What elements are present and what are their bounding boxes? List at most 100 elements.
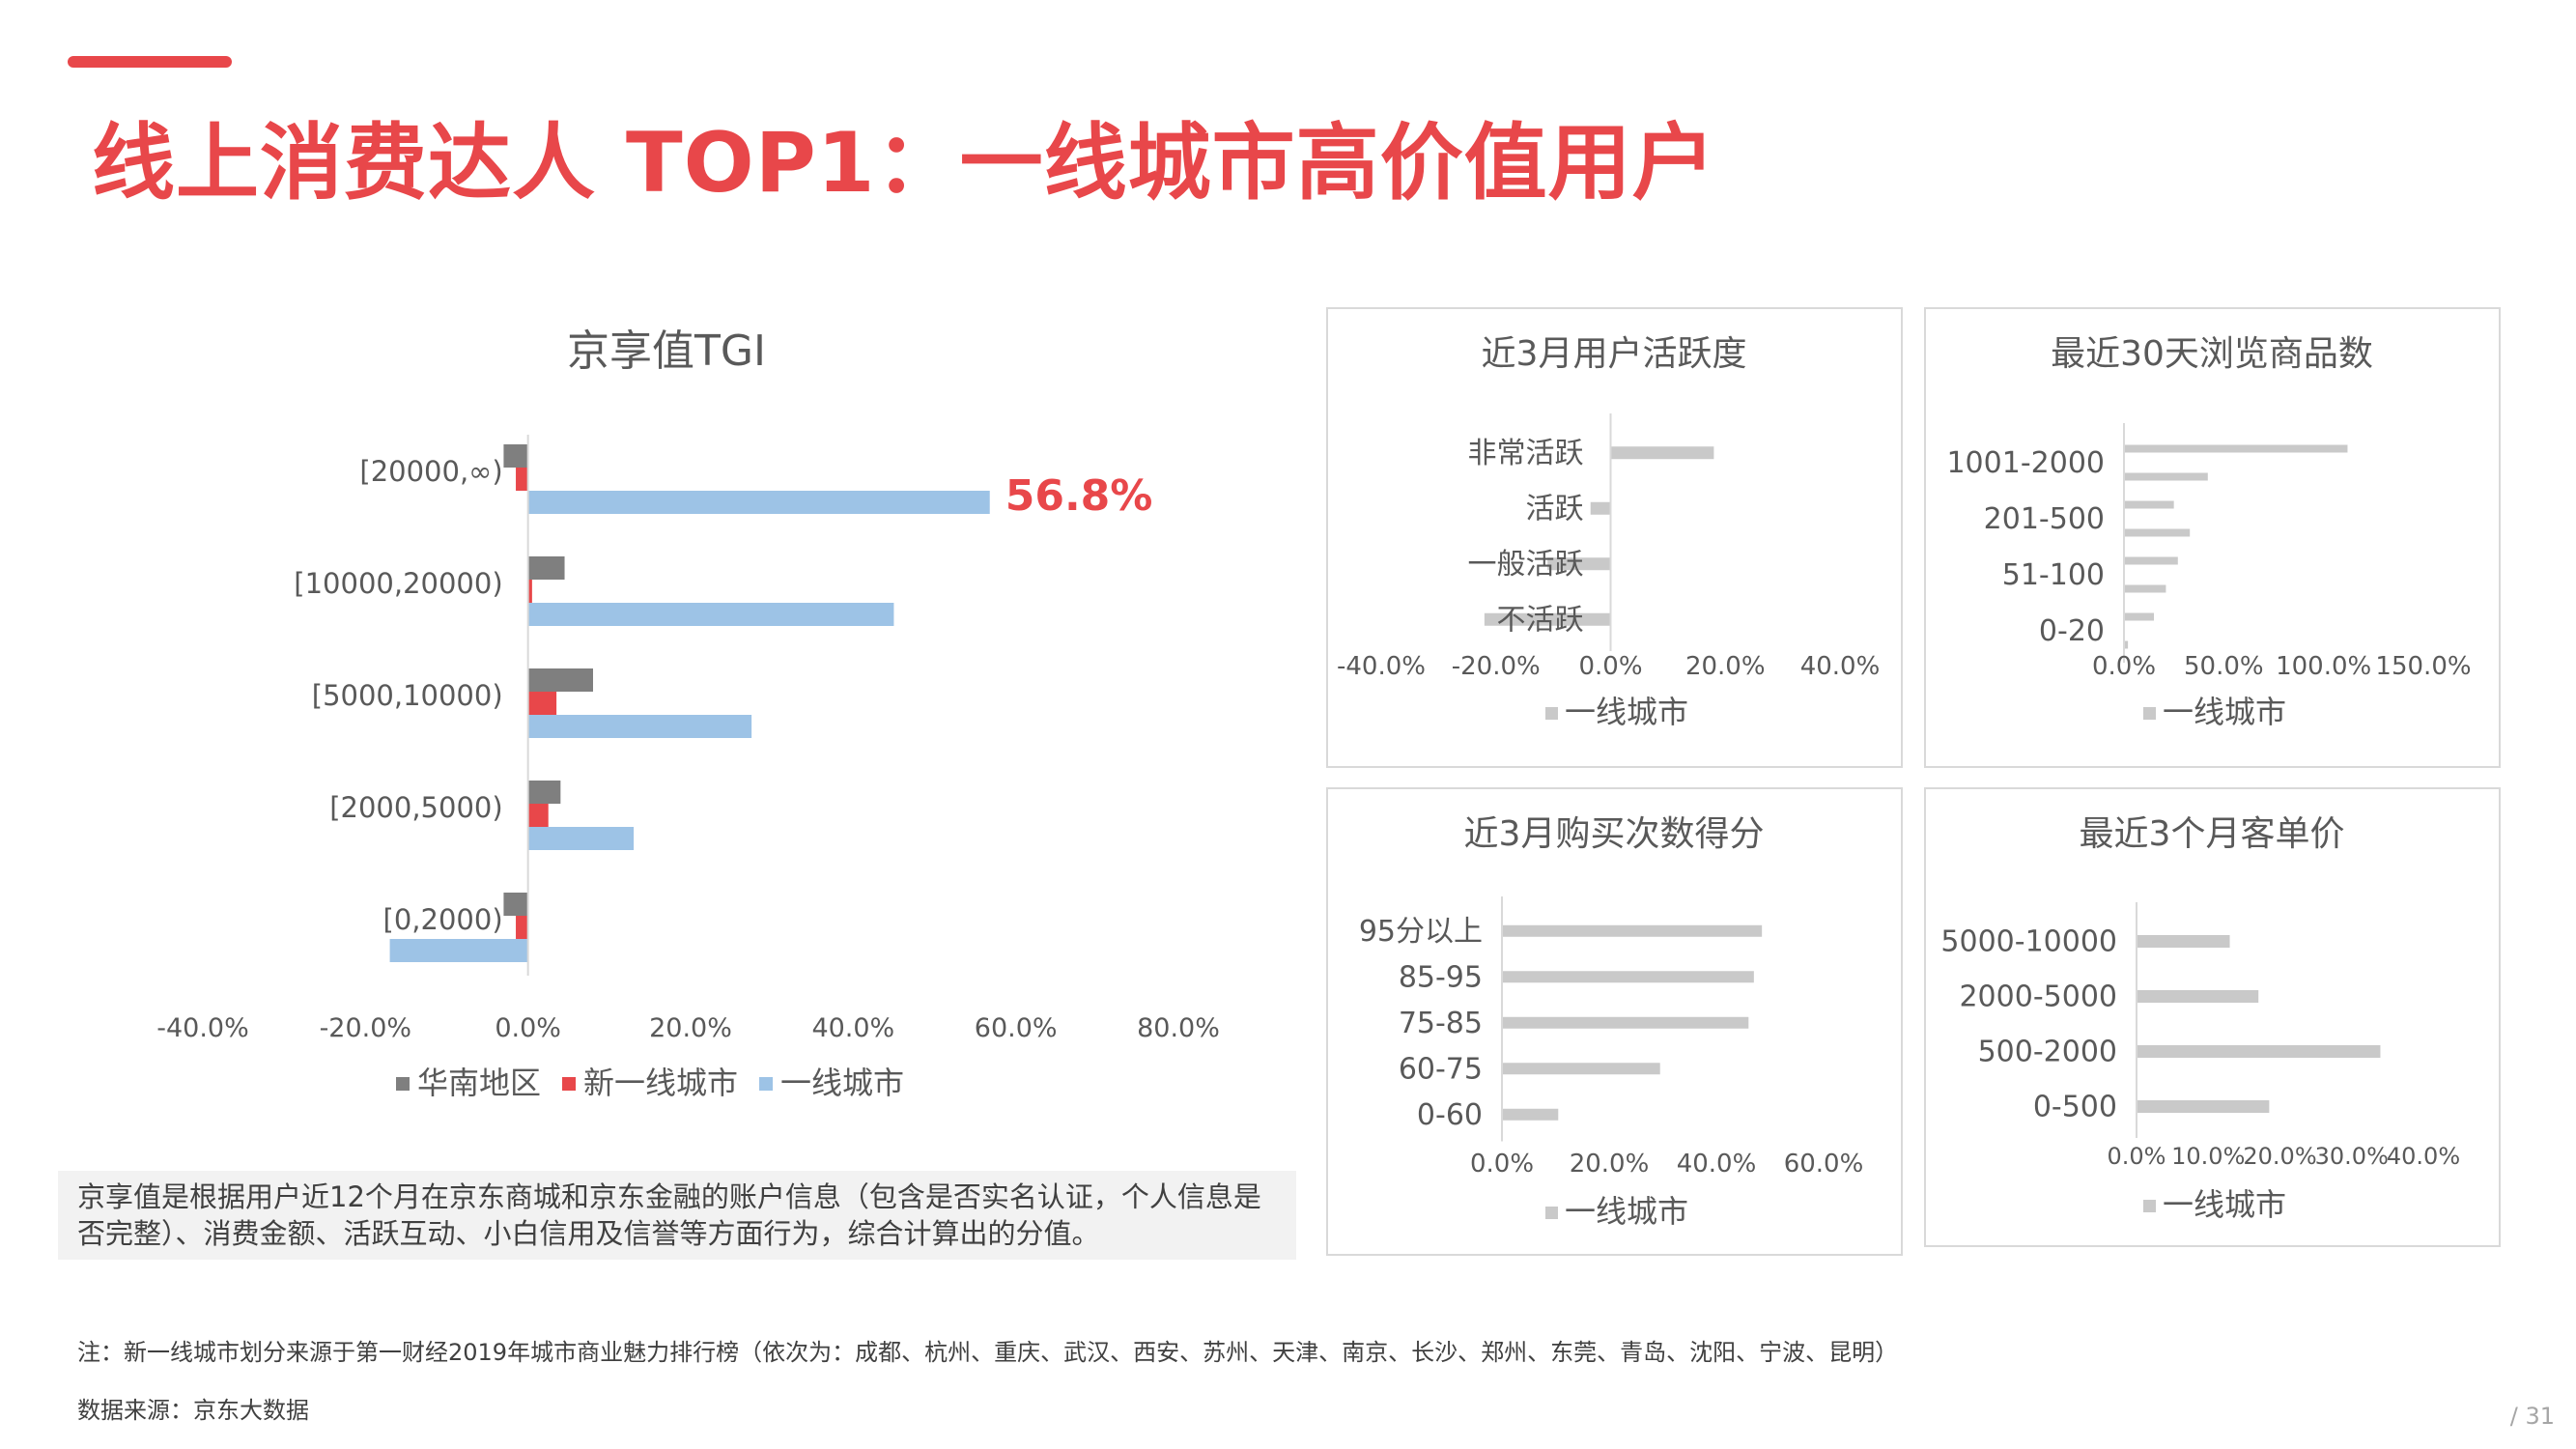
category-label: 51-100 — [2002, 558, 2105, 592]
legend-swatch-0 — [396, 1077, 410, 1091]
small-chart-title: 近3月购买次数得分 — [1464, 814, 1765, 854]
category-label: 85-95 — [1399, 960, 1483, 994]
x-tick-label: 150.0% — [2375, 652, 2471, 681]
bar-2-1 — [527, 603, 894, 626]
page-title: 线上消费达人 TOP1：一线城市高价值用户 — [92, 115, 1716, 212]
bar-0 — [2137, 935, 2230, 948]
x-tick-label: 0.0% — [1578, 652, 1642, 681]
bar-2-0 — [527, 491, 990, 514]
small-chart-order-value: 最近3个月客单价 5000-10000 2000-5000 500-2000 0-500… — [1940, 814, 2460, 1223]
category-label: 1001-2000 — [1946, 446, 2105, 480]
bar-0 — [1502, 924, 1763, 937]
category-label: 201-500 — [1984, 502, 2105, 536]
x-tick-label: 20.0% — [1685, 652, 1766, 681]
small-chart-title: 最近3个月客单价 — [2080, 814, 2345, 854]
main-chart-title: 京享值TGI — [567, 327, 766, 376]
x-tick-label: 0.0% — [1470, 1150, 1534, 1179]
legend-label: 一线城市 — [2163, 1186, 2286, 1223]
legend-swatch — [1545, 1207, 1558, 1219]
bar-3 — [1502, 1063, 1660, 1075]
legend-label-1: 新一线城市 — [583, 1065, 738, 1101]
x-tick-label: 40.0% — [1800, 652, 1881, 681]
x-tick-label: 40.0% — [811, 1013, 894, 1043]
x-tick-label: 10.0% — [2171, 1143, 2245, 1170]
legend-label: 一线城市 — [1565, 694, 1688, 730]
category-label: 2000-5000 — [1959, 980, 2117, 1014]
bar-2-2 — [527, 715, 752, 738]
category-label: [10000,20000) — [294, 567, 502, 600]
small-chart-browse: 最近30天浏览商品数 1001-2000 201-500 51-100 0-20 0.0%… — [1946, 334, 2471, 730]
x-tick-label: 20.0% — [2243, 1143, 2316, 1170]
category-label: 0-20 — [2039, 614, 2105, 648]
panel-browse: 最近30天浏览商品数 1001-2000 201-500 51-100 0-20 0.0%… — [1924, 307, 2501, 768]
bar-4 — [1502, 1108, 1559, 1121]
bar-3 — [2137, 1100, 2270, 1113]
legend-swatch-2 — [759, 1077, 774, 1091]
bar-3 — [1484, 612, 1611, 626]
category-label: [20000,∞) — [359, 455, 502, 488]
category-label: 活跃 — [1526, 492, 1584, 526]
bar-1-3 — [527, 804, 549, 827]
accent-bar — [68, 56, 232, 68]
panel-purchase: 近3月购买次数得分 95分以上 85-95 75-85 60-75 0-60 0.0% 20.… — [1326, 787, 1903, 1256]
x-tick-label: 0.0% — [2108, 1143, 2166, 1170]
x-tick-label: 20.0% — [649, 1013, 732, 1043]
x-tick-label: 40.0% — [1677, 1150, 1757, 1179]
x-tick-label: 40.0% — [2387, 1143, 2460, 1170]
bar-0-4 — [503, 893, 528, 916]
x-tick-label: -40.0% — [1337, 652, 1426, 681]
bar-7 — [2124, 640, 2129, 649]
category-label: 不活跃 — [1497, 603, 1584, 637]
bar-5 — [2124, 584, 2166, 593]
x-tick-label: 60.0% — [975, 1013, 1058, 1043]
main-chart: 京享值TGI [20000,∞) [10000,20000) [5000,10000)… — [156, 327, 1220, 1101]
bar-1-2 — [527, 692, 557, 715]
bar-2 — [1547, 557, 1611, 571]
bar-2-3 — [527, 827, 635, 850]
bar-6 — [2124, 612, 2154, 621]
bar-1 — [2124, 472, 2208, 481]
data-source: 数据来源：京东大数据 — [77, 1397, 309, 1424]
legend-swatch — [1545, 707, 1558, 720]
bar-2 — [2137, 1045, 2381, 1058]
x-tick-label: 50.0% — [2184, 652, 2264, 681]
category-label: 一般活跃 — [1468, 548, 1584, 582]
bar-1 — [1590, 501, 1611, 515]
x-tick-label: 20.0% — [1570, 1150, 1650, 1179]
small-chart-purchase: 近3月购买次数得分 95分以上 85-95 75-85 60-75 0-60 0.0% 20.… — [1359, 814, 1864, 1230]
bar-4 — [2124, 556, 2178, 565]
x-tick-label: -40.0% — [156, 1013, 249, 1043]
bar-2 — [1502, 1016, 1749, 1029]
category-label: 5000-10000 — [1940, 925, 2117, 959]
bar-2 — [2124, 500, 2174, 509]
x-tick-label: 80.0% — [1137, 1013, 1220, 1043]
bar-2-4 — [389, 939, 528, 962]
panel-activity: 近3月用户活跃度 非常活跃 活跃 一般活跃 不活跃 -40.0% -20.0% 0.0% 20.… — [1326, 307, 1903, 768]
small-chart-title: 最近30天浏览商品数 — [2051, 334, 2373, 374]
bar-1-4 — [516, 916, 528, 939]
category-label: [0,2000) — [383, 903, 503, 936]
x-tick-label: 0.0% — [495, 1013, 561, 1043]
bar-0-2 — [527, 668, 593, 692]
category-label: 0-60 — [1417, 1098, 1483, 1132]
legend-swatch — [2143, 1200, 2156, 1212]
category-label: 75-85 — [1399, 1007, 1483, 1040]
bar-0-1 — [527, 556, 565, 580]
category-label: 非常活跃 — [1468, 437, 1584, 470]
category-label: 0-500 — [2033, 1091, 2117, 1124]
bar-0 — [2124, 444, 2348, 453]
bar-1-1 — [527, 580, 532, 603]
x-tick-label: -20.0% — [1452, 652, 1541, 681]
legend-label-2: 一线城市 — [780, 1065, 904, 1101]
bar-1 — [1502, 971, 1754, 983]
category-label: [2000,5000) — [329, 791, 502, 824]
x-tick-label: 60.0% — [1784, 1150, 1864, 1179]
x-tick-label: 100.0% — [2276, 652, 2371, 681]
definition-note: 京享值是根据用户近12个月在京东商城和京东金融的账户信息（包含是否实名认证，个人… — [58, 1171, 1296, 1260]
legend-label: 一线城市 — [1565, 1193, 1688, 1230]
legend-swatch — [2143, 707, 2156, 720]
x-tick-label: 0.0% — [2092, 652, 2156, 681]
panel-order-value: 最近3个月客单价 5000-10000 2000-5000 500-2000 0-500… — [1924, 787, 2501, 1247]
category-label: 95分以上 — [1359, 915, 1483, 949]
